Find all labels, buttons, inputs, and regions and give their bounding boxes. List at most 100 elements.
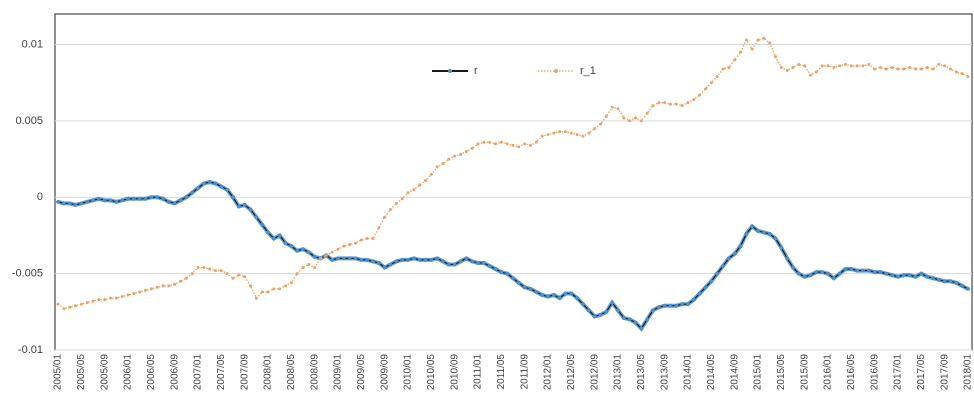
x-tick-label: 2008/09 <box>309 354 320 391</box>
marker <box>796 271 801 276</box>
marker <box>126 196 130 201</box>
marker <box>738 244 743 249</box>
marker <box>126 293 130 297</box>
marker <box>697 291 702 296</box>
marker <box>505 271 510 276</box>
marker <box>493 267 498 271</box>
x-tick-label: 2005/01 <box>53 354 64 391</box>
marker <box>236 204 241 209</box>
marker <box>721 264 725 268</box>
marker <box>546 133 550 137</box>
marker <box>779 245 784 250</box>
marker <box>890 273 895 278</box>
marker <box>534 140 538 144</box>
marker <box>394 259 399 264</box>
marker <box>429 257 434 262</box>
x-tick-label: 2015/01 <box>753 354 764 391</box>
x-tick-label: 2014/09 <box>729 354 740 391</box>
marker <box>365 257 370 262</box>
marker <box>377 226 381 230</box>
marker <box>546 294 550 299</box>
marker <box>91 198 95 203</box>
marker <box>201 181 206 186</box>
marker <box>260 290 264 294</box>
marker <box>552 131 556 135</box>
marker <box>307 262 311 266</box>
marker <box>79 201 84 206</box>
marker <box>949 67 952 71</box>
marker <box>896 67 900 71</box>
marker <box>691 297 696 302</box>
marker <box>616 308 620 313</box>
marker <box>499 270 504 275</box>
y-tick-label: 0.005 <box>15 115 43 127</box>
marker <box>727 65 731 69</box>
marker <box>190 272 194 276</box>
x-tick-label: 2007/05 <box>216 354 227 391</box>
marker <box>184 195 189 200</box>
x-tick-label: 2012/09 <box>589 354 600 391</box>
marker <box>540 293 545 297</box>
marker <box>575 296 580 300</box>
marker <box>219 269 223 273</box>
marker <box>306 250 311 255</box>
x-tick-label: 2018/01 <box>963 354 974 391</box>
marker <box>365 237 369 241</box>
x-tick-label: 2007/01 <box>193 354 204 391</box>
marker <box>861 268 865 273</box>
marker <box>733 58 737 62</box>
marker <box>301 247 305 252</box>
marker <box>278 287 282 291</box>
x-tick-label: 2016/05 <box>846 354 857 391</box>
marker <box>587 131 591 135</box>
marker <box>190 190 195 195</box>
marker <box>668 303 673 308</box>
marker <box>458 259 463 264</box>
marker <box>744 38 748 42</box>
marker <box>879 65 882 69</box>
marker <box>406 257 410 262</box>
y-tick-label: -0.01 <box>18 344 43 356</box>
marker <box>494 142 497 146</box>
x-tick-label: 2016/01 <box>823 354 834 391</box>
marker <box>761 230 766 235</box>
marker <box>79 302 83 306</box>
marker <box>249 284 252 288</box>
marker <box>890 65 894 69</box>
marker <box>896 274 900 279</box>
marker <box>756 228 760 233</box>
marker <box>814 270 819 275</box>
marker <box>592 314 597 319</box>
marker <box>85 301 89 305</box>
marker <box>219 184 224 189</box>
marker <box>902 67 906 71</box>
marker <box>208 267 212 271</box>
x-tick-label: 2016/09 <box>869 354 880 391</box>
marker <box>785 256 790 261</box>
x-tick-label: 2009/09 <box>379 354 390 391</box>
marker <box>482 140 486 144</box>
x-tick-label: 2015/05 <box>776 354 787 391</box>
marker <box>138 290 142 294</box>
marker <box>826 64 830 68</box>
marker <box>627 317 632 322</box>
x-tick-label: 2011/05 <box>496 354 507 390</box>
marker <box>418 183 422 187</box>
marker <box>692 98 696 102</box>
marker <box>931 67 935 71</box>
marker <box>674 303 679 308</box>
marker <box>207 180 212 184</box>
x-tick-label: 2007/09 <box>239 354 250 391</box>
marker <box>785 69 789 73</box>
marker <box>937 62 941 66</box>
marker <box>517 145 521 149</box>
marker <box>744 232 749 236</box>
marker <box>855 268 860 273</box>
marker <box>680 104 684 108</box>
series-line <box>57 181 969 330</box>
marker <box>680 302 685 307</box>
marker <box>849 64 853 68</box>
marker <box>558 130 562 134</box>
marker <box>67 201 72 206</box>
